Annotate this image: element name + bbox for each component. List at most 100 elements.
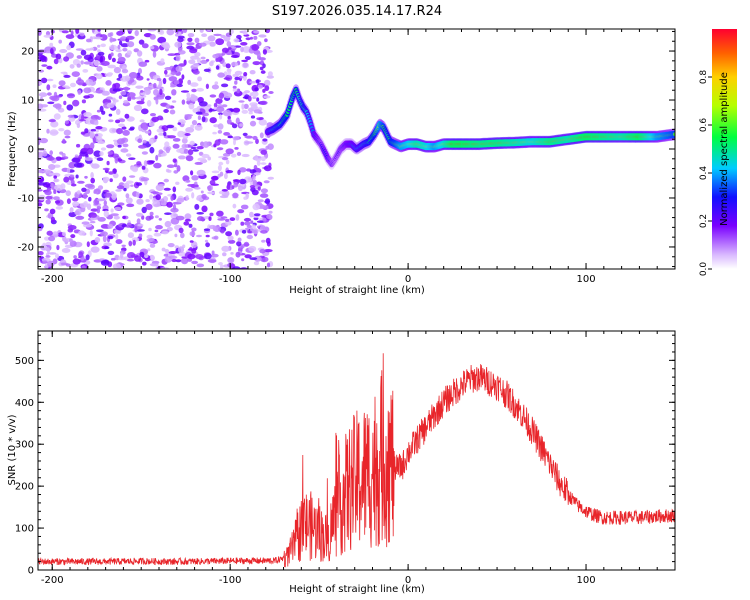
spectrogram-noise-blob	[127, 258, 134, 262]
spectrogram-noise-blob	[148, 215, 154, 220]
spectrogram-noise-blob	[244, 56, 251, 61]
spectrogram-noise-blob	[38, 182, 48, 186]
spectrogram-noise-blob	[266, 262, 271, 268]
spectrogram-noise-blob	[95, 73, 103, 80]
spectrogram-noise-blob	[243, 196, 248, 200]
spectrogram-noise-blob	[233, 138, 236, 146]
spectrogram-noise-blob	[175, 65, 183, 72]
spectrogram-noise-blob	[78, 154, 82, 160]
spectrogram-noise-blob	[237, 237, 242, 242]
spectrogram-noise-blob	[230, 55, 240, 58]
spectrogram-noise-blob	[135, 96, 143, 100]
spectrogram-noise-blob	[115, 189, 122, 192]
spectrogram-noise-blob	[84, 183, 94, 188]
spectrogram-noise-blob	[139, 119, 145, 123]
spectrogram-noise-blob	[201, 153, 210, 159]
spectrogram-x-label: Height of straight line (km)	[289, 285, 425, 296]
spectrogram-noise-blob	[127, 41, 135, 48]
spectrogram-noise-blob	[127, 252, 136, 259]
spectrogram-noise-blob	[157, 36, 167, 44]
snr-y-tick-label: 300	[15, 440, 34, 451]
spectrogram-noise-blob	[126, 222, 132, 227]
snr-x-tick-label: 0	[405, 575, 411, 586]
spectrogram-noise-blob	[42, 169, 52, 174]
spectrogram-noise-blob	[168, 76, 178, 82]
spectrogram-noise-blob	[176, 165, 181, 172]
spectrogram-noise-blob	[118, 73, 123, 79]
spectrogram-noise-blob	[232, 179, 240, 182]
spectrogram-noise-blob	[128, 157, 136, 160]
spectrogram-noise-blob	[197, 216, 204, 222]
spectrogram-noise-blob	[196, 263, 205, 268]
spectrogram-noise-blob	[153, 89, 159, 96]
spectrogram-noise-blob	[253, 172, 261, 176]
spectrogram-noise-blob	[80, 49, 87, 56]
spectrogram-noise-blob	[160, 58, 165, 63]
spectrogram-noise-blob	[249, 70, 256, 75]
spectrogram-noise-blob	[256, 160, 261, 166]
spectrogram-noise-blob	[161, 247, 166, 252]
spectrogram-noise-blob	[90, 128, 96, 132]
spectrogram-noise-blob	[247, 230, 253, 234]
spectrogram-noise-blob	[182, 29, 188, 33]
spectrogram-noise-blob	[66, 167, 71, 174]
spectrogram-noise-blob	[207, 191, 215, 195]
spectrogram-noise-blob	[136, 198, 144, 205]
spectrogram-noise-blob	[129, 126, 135, 130]
spectrogram-noise-blob	[95, 126, 103, 130]
spectrogram-noise-blob	[253, 164, 258, 171]
spectrogram-noise-blob	[81, 265, 87, 269]
spectrogram-noise-blob	[225, 231, 233, 237]
spectrogram-noise-blob	[103, 210, 110, 218]
spectrogram-noise-blob	[70, 30, 74, 36]
spectrogram-noise-blob	[100, 147, 107, 151]
spectrogram-noise-blob	[123, 187, 127, 192]
spectrogram-noise-blob	[97, 51, 105, 56]
spectrogram-noise-blob	[66, 104, 74, 111]
spectrogram-noise-blob	[267, 71, 273, 77]
spectrogram-noise-blob	[214, 81, 219, 85]
spectrogram-noise-blob	[70, 82, 76, 88]
spectrogram-noise-blob	[113, 229, 120, 234]
spectrogram-noise-blob	[46, 230, 53, 236]
spectrogram-noise-blob	[239, 178, 247, 185]
spectrogram-noise-blob	[65, 190, 72, 197]
spectrogram-noise-blob	[135, 212, 144, 217]
spectrogram-noise-blob	[243, 241, 250, 247]
spectrogram-noise-blob	[184, 213, 192, 220]
spectrogram-y-tick-label: 10	[21, 96, 34, 107]
spectrogram-noise-blob	[235, 214, 240, 221]
spectrogram-noise-blob	[157, 29, 163, 34]
spectrogram-noise-blob	[184, 133, 191, 136]
spectrogram-noise-blob	[175, 215, 185, 221]
spectrogram-noise-blob	[47, 260, 55, 268]
spectrogram-noise-blob	[134, 226, 138, 233]
spectrogram-noise-blob	[165, 104, 171, 109]
spectrogram-noise-blob	[211, 84, 219, 90]
spectrogram-noise-blob	[75, 79, 85, 85]
spectrogram-noise-blob	[252, 174, 256, 181]
spectrogram-noise-blob	[128, 72, 138, 79]
spectrogram-noise-blob	[88, 196, 92, 202]
spectrogram-noise-blob	[164, 212, 172, 215]
spectrogram-noise-blob	[53, 196, 60, 201]
spectrogram-noise-blob	[243, 103, 249, 109]
snr-y-label: SNR (10 * v/v)	[7, 414, 18, 485]
spectrogram-noise-blob	[187, 184, 195, 187]
spectrogram-noise-blob	[62, 85, 70, 88]
spectrogram-noise-blob	[53, 113, 61, 120]
spectrogram-noise-blob	[150, 191, 159, 194]
spectrogram-noise-blob	[63, 176, 70, 183]
spectrogram-x-axis: -200 -100 0 100	[41, 29, 676, 285]
spectrogram-noise-blob	[189, 231, 196, 237]
spectrogram-noise-blob	[194, 37, 200, 44]
spectrogram-noise-blob	[173, 170, 179, 174]
spectrogram-noise-blob	[163, 178, 169, 183]
spectrogram-noise-blob	[249, 185, 255, 189]
spectrogram-noise-blob	[125, 225, 133, 228]
spectrogram-noise-blob	[137, 223, 144, 227]
spectrogram-noise-blob	[156, 128, 164, 133]
spectrogram-noise-blob	[144, 130, 151, 134]
spectrogram-noise-blob	[198, 42, 207, 47]
spectrogram-noise-blob	[250, 115, 256, 119]
